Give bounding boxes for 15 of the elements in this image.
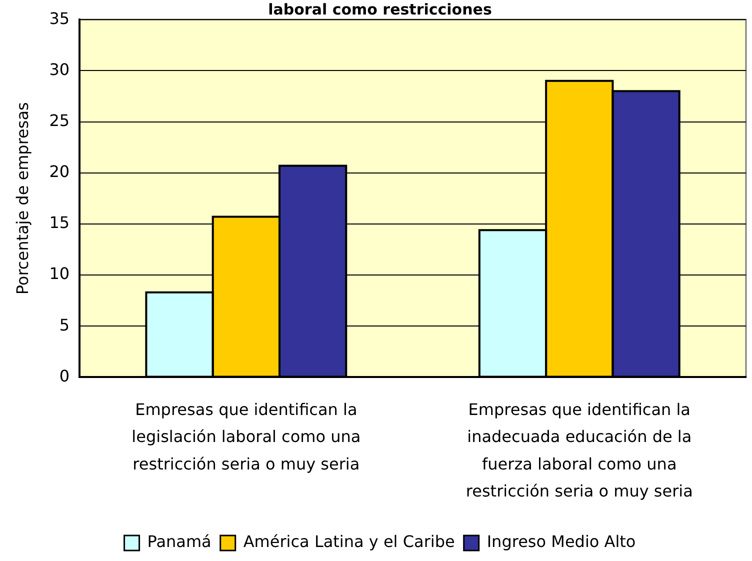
y-tick-label: 0	[59, 366, 70, 386]
y-tick-label: 10	[49, 264, 70, 284]
y-tick-label: 25	[49, 110, 70, 130]
y-tick-label: 5	[59, 315, 70, 334]
legend-label: Ingreso Medio Alto	[486, 532, 636, 552]
y-axis-title: Porcentaje de empresas	[12, 102, 32, 295]
y-tick-label: 30	[49, 60, 70, 79]
y-tick-label: 35	[49, 8, 70, 28]
legend-label: América Latina y el Caribe	[243, 532, 455, 552]
y-tick-label: 20	[49, 162, 70, 182]
chart-title: laboral como restricciones	[268, 0, 492, 18]
x-tick-label: Empresas que identifican la inadecuada educación de la fuerza laboral como una restricción seria o muy seria	[466, 400, 693, 501]
y-tick-label: 15	[49, 213, 70, 232]
legend-label: Panamá	[147, 532, 212, 552]
x-tick-label: Empresas que identifican la legislación laboral como una restricción seria o muy seria	[132, 400, 361, 474]
